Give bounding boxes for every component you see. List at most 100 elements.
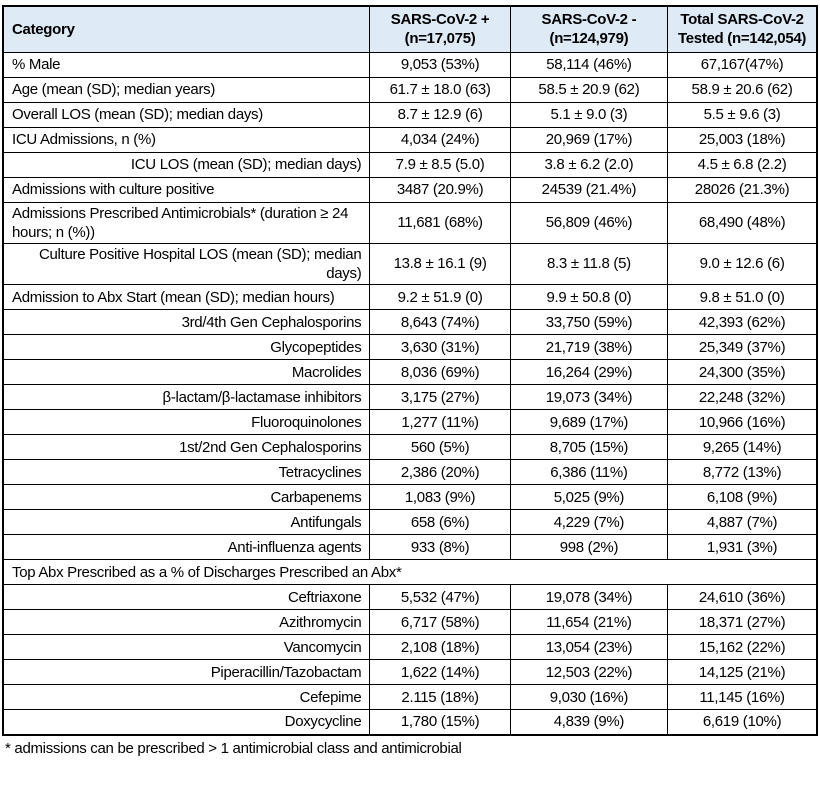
value-cell: 1,083 (9%) [369, 484, 511, 511]
value-cell: 20,969 (17%) [509, 126, 669, 153]
category-cell: Cefepime [2, 684, 371, 711]
category-cell: Piperacillin/Tazobactam [2, 659, 371, 686]
value-cell: 1,622 (14%) [369, 659, 511, 686]
table-row: 1st/2nd Gen Cephalosporins 560 (5%) 8,705 … [2, 434, 818, 461]
table-body: % Male 9,053 (53%) 58,114 (46%) 67,167(47%)… [2, 51, 818, 736]
table-row: Vancomycin 2,108 (18%) 13,054 (23%) 15,162 … [2, 634, 818, 661]
category-cell: Admission to Abx Start (mean (SD); media… [2, 284, 371, 311]
value-cell: 8.3 ± 11.8 (5) [509, 242, 669, 286]
category-cell: ICU LOS (mean (SD); median days) [2, 151, 371, 178]
table-row: Admissions Prescribed Antimicrobials* (d… [2, 201, 818, 244]
value-cell: 4,887 (7%) [667, 509, 818, 536]
value-cell: 13.8 ± 16.1 (9) [369, 242, 511, 286]
value-cell: 24539 (21.4%) [509, 176, 669, 203]
value-cell: 998 (2%) [509, 534, 669, 561]
value-cell: 9,053 (53%) [369, 51, 511, 78]
value-cell: 5,025 (9%) [509, 484, 669, 511]
category-cell: Vancomycin [2, 634, 371, 661]
value-cell: 8,705 (15%) [509, 434, 669, 461]
value-cell: 6,717 (58%) [369, 609, 511, 636]
table-row: Overall LOS (mean (SD); median days) 8.7 … [2, 101, 818, 128]
page: Category SARS-CoV-2 + (n=17,075) SARS-Co… [2, 5, 818, 757]
table-row: Ceftriaxone 5,532 (47%) 19,078 (34%) 24,610… [2, 584, 818, 611]
value-cell: 658 (6%) [369, 509, 511, 536]
value-cell: 21,719 (38%) [509, 334, 669, 361]
category-cell: 1st/2nd Gen Cephalosporins [2, 434, 371, 461]
category-cell: β-lactam/β-lactamase inhibitors [2, 384, 371, 411]
value-cell: 9.9 ± 50.8 (0) [509, 284, 669, 311]
value-cell: 6,108 (9%) [667, 484, 818, 511]
value-cell: 11,681 (68%) [369, 201, 511, 244]
value-cell: 4,034 (24%) [369, 126, 511, 153]
table-row: Admission to Abx Start (mean (SD); media… [2, 284, 818, 311]
value-cell: 1,277 (11%) [369, 409, 511, 436]
value-cell: 58,114 (46%) [509, 51, 669, 78]
table-row: Cefepime 2.115 (18%) 9,030 (16%) 11,145 (16… [2, 684, 818, 711]
category-cell: Tetracyclines [2, 459, 371, 486]
category-cell: Culture Positive Hospital LOS (mean (SD)… [2, 242, 371, 286]
sars-cov-2-summary-table: Category SARS-CoV-2 + (n=17,075) SARS-Co… [2, 5, 818, 736]
value-cell: 4.5 ± 6.8 (2.2) [667, 151, 818, 178]
table-row: ICU Admissions, n (%) 4,034 (24%) 20,969 (… [2, 126, 818, 153]
footnote: * admissions can be prescribed > 1 antim… [5, 739, 462, 757]
value-cell: 9.2 ± 51.9 (0) [369, 284, 511, 311]
table-row: Macrolides 8,036 (69%) 16,264 (29%) 24,300 … [2, 359, 818, 386]
category-cell: Azithromycin [2, 609, 371, 636]
value-cell: 6,619 (10%) [667, 709, 818, 736]
value-cell: 16,264 (29%) [509, 359, 669, 386]
table-row: Carbapenems 1,083 (9%) 5,025 (9%) 6,108 (9%… [2, 484, 818, 511]
value-cell: 6,386 (11%) [509, 459, 669, 486]
value-cell: 22,248 (32%) [667, 384, 818, 411]
value-cell: 10,966 (16%) [667, 409, 818, 436]
value-cell: 9,030 (16%) [509, 684, 669, 711]
value-cell: 25,349 (37%) [667, 334, 818, 361]
value-cell: 19,073 (34%) [509, 384, 669, 411]
value-cell: 12,503 (22%) [509, 659, 669, 686]
value-cell: 9,689 (17%) [509, 409, 669, 436]
value-cell: 58.5 ± 20.9 (62) [509, 76, 669, 103]
category-cell: Doxycycline [2, 709, 371, 736]
value-cell: 33,750 (59%) [509, 309, 669, 336]
value-cell: 2,386 (20%) [369, 459, 511, 486]
category-cell: Anti-influenza agents [2, 534, 371, 561]
value-cell: 2,108 (18%) [369, 634, 511, 661]
table-row: Glycopeptides 3,630 (31%) 21,719 (38%) 25,3… [2, 334, 818, 361]
value-cell: 5,532 (47%) [369, 584, 511, 611]
table-row: ICU LOS (mean (SD); median days) 7.9 ± 8.… [2, 151, 818, 178]
header-sars-cov-2-positive: SARS-CoV-2 + (n=17,075) [369, 5, 511, 53]
table-row: % Male 9,053 (53%) 58,114 (46%) 67,167(47%) [2, 51, 818, 78]
category-cell: Admissions Prescribed Antimicrobials* (d… [2, 201, 371, 244]
value-cell: 5.1 ± 9.0 (3) [509, 101, 669, 128]
table-row: Antifungals 658 (6%) 4,229 (7%) 4,887 (7%) [2, 509, 818, 536]
value-cell: 4,839 (9%) [509, 709, 669, 736]
table-row: Piperacillin/Tazobactam 1,622 (14%) 12,503… [2, 659, 818, 686]
table-row: Doxycycline 1,780 (15%) 4,839 (9%) 6,619 (1… [2, 709, 818, 736]
value-cell: 24,300 (35%) [667, 359, 818, 386]
category-cell: Age (mean (SD); median years) [2, 76, 371, 103]
category-cell: ICU Admissions, n (%) [2, 126, 371, 153]
value-cell: 7.9 ± 8.5 (5.0) [369, 151, 511, 178]
value-cell: 11,145 (16%) [667, 684, 818, 711]
table-row: 3rd/4th Gen Cephalosporins 8,643 (74%) 33,… [2, 309, 818, 336]
table-row: Culture Positive Hospital LOS (mean (SD)… [2, 242, 818, 286]
value-cell: 1,931 (3%) [667, 534, 818, 561]
table-row: Age (mean (SD); median years) 61.7 ± 18.0… [2, 76, 818, 103]
value-cell: 42,393 (62%) [667, 309, 818, 336]
category-cell: Overall LOS (mean (SD); median days) [2, 101, 371, 128]
value-cell: 13,054 (23%) [509, 634, 669, 661]
table-row: Tetracyclines 2,386 (20%) 6,386 (11%) 8,772… [2, 459, 818, 486]
value-cell: 1,780 (15%) [369, 709, 511, 736]
value-cell: 3,175 (27%) [369, 384, 511, 411]
value-cell: 24,610 (36%) [667, 584, 818, 611]
value-cell: 3487 (20.9%) [369, 176, 511, 203]
category-cell: 3rd/4th Gen Cephalosporins [2, 309, 371, 336]
category-cell: Carbapenems [2, 484, 371, 511]
category-cell: Ceftriaxone [2, 584, 371, 611]
value-cell: 4,229 (7%) [509, 509, 669, 536]
category-cell: % Male [2, 51, 371, 78]
value-cell: 9.0 ± 12.6 (6) [667, 242, 818, 286]
value-cell: 5.5 ± 9.6 (3) [667, 101, 818, 128]
category-cell: Admissions with culture positive [2, 176, 371, 203]
header-total-tested: Total SARS-CoV-2 Tested (n=142,054) [667, 5, 818, 53]
value-cell: 67,167(47%) [667, 51, 818, 78]
